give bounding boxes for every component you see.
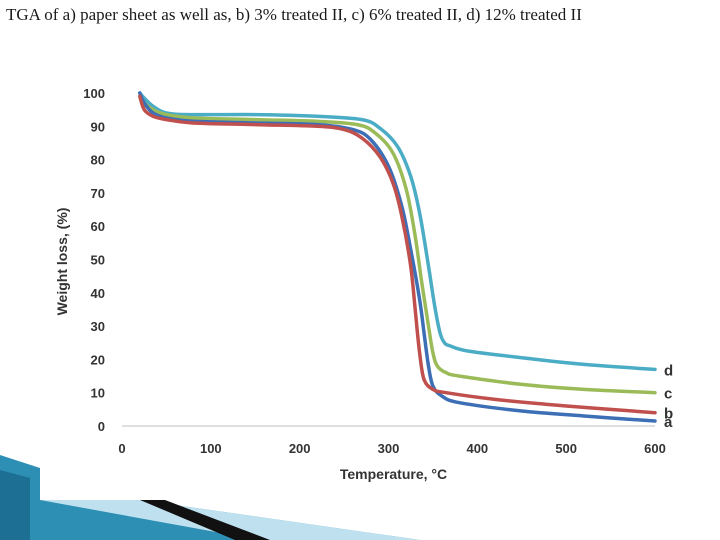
- y-tick-label: 70: [91, 186, 105, 201]
- x-tick-label: 200: [289, 441, 311, 456]
- y-tick-label: 50: [91, 253, 105, 268]
- x-tick-label: 500: [555, 441, 577, 456]
- series-line-c: [138, 94, 657, 395]
- x-tick-label: 100: [200, 441, 222, 456]
- series-label-a: a: [664, 414, 673, 431]
- series-line-a: [138, 91, 657, 423]
- y-tick-label: 90: [91, 119, 105, 134]
- series-label-c: c: [664, 386, 672, 403]
- y-tick-label: 60: [91, 219, 105, 234]
- x-tick-label: 300: [378, 441, 400, 456]
- y-tick-label: 20: [91, 352, 105, 367]
- series-label-b: b: [664, 406, 673, 423]
- x-tick-label: 600: [644, 441, 666, 456]
- series-label-d: d: [664, 362, 673, 379]
- tick-labels: 0 100 200 300 400 500 600 0 10 20 30 40 50 60 70 80 90 10…: [83, 86, 666, 456]
- y-tick-label: 0: [98, 419, 105, 434]
- slide-title: TGA of a) paper sheet as well as, b) 3% …: [6, 5, 582, 24]
- x-axis-label: Temperature, °C: [340, 466, 447, 482]
- y-tick-label: 10: [91, 386, 105, 401]
- slide-decoration: [0, 455, 420, 540]
- y-tick-label: 100: [83, 86, 105, 101]
- y-tick-label: 30: [91, 319, 105, 334]
- series-line-d: [138, 91, 657, 372]
- y-tick-label: 40: [91, 286, 105, 301]
- series-line-b: [138, 94, 657, 415]
- y-axis-label: Weight loss, (%): [54, 208, 70, 316]
- y-tick-label: 80: [91, 153, 105, 168]
- x-tick-label: 400: [466, 441, 488, 456]
- x-tick-label: 0: [118, 441, 125, 456]
